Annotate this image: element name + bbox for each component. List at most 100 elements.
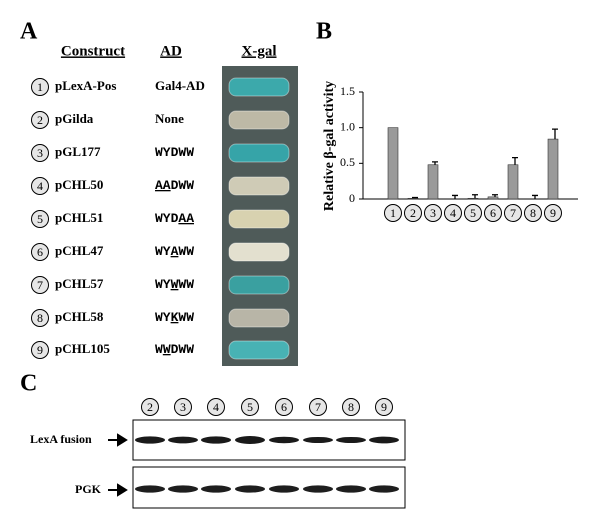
number: 7 [510, 206, 516, 220]
error-bar [532, 194, 538, 199]
ad-text: WYAWW [155, 244, 194, 259]
number: 3 [180, 400, 186, 414]
panel-label: B [316, 19, 332, 45]
number-circle [141, 398, 159, 416]
error-bar [452, 194, 458, 199]
band [135, 485, 165, 493]
xgal-strip [228, 242, 290, 262]
band [303, 436, 333, 444]
error-bar [472, 194, 478, 199]
band [269, 485, 299, 493]
bar [467, 197, 479, 200]
xgal-strip [228, 176, 290, 196]
construct: pGilda [55, 111, 94, 126]
number: 3 [430, 206, 436, 220]
panel-label: A [20, 19, 38, 45]
ad-text: WYDWW [155, 145, 194, 160]
xgal-strip [228, 340, 290, 360]
arrow [108, 433, 128, 447]
row-label: PGK [75, 482, 102, 496]
bar [507, 164, 519, 200]
number-circle [524, 204, 542, 222]
construct: pCHL50 [55, 177, 103, 192]
number: 8 [530, 206, 536, 220]
ad-text: WYKWW [155, 310, 194, 325]
number-circle [404, 204, 422, 222]
xgal-strip [228, 143, 290, 163]
y-axis-title: Relative β-gal activity [322, 81, 337, 211]
ad-text: WWDWW [155, 342, 194, 357]
bar [407, 197, 419, 200]
number: 1 [37, 80, 43, 94]
number: 4 [37, 179, 43, 193]
number: 6 [490, 206, 496, 220]
band [235, 485, 265, 493]
band [235, 436, 265, 444]
number: 9 [381, 400, 387, 414]
bar [547, 138, 559, 200]
number-circle [275, 398, 293, 416]
number-circle [207, 398, 225, 416]
number: 1 [390, 206, 396, 220]
number-circle [484, 204, 502, 222]
construct: pGL177 [55, 144, 101, 159]
header: Construct [61, 43, 125, 59]
construct: pCHL57 [55, 276, 104, 291]
number: 6 [37, 245, 43, 259]
xgal-strip [228, 110, 290, 130]
construct: pCHL47 [55, 243, 104, 258]
number-circle [309, 398, 327, 416]
number-circle [31, 144, 49, 162]
number-circle [31, 177, 49, 195]
panel-label: C [20, 371, 37, 397]
ad-text: WYDAA [155, 211, 194, 226]
xgal-strip [228, 275, 290, 295]
number: 7 [37, 278, 43, 292]
error-bar [492, 194, 498, 197]
construct: pCHL105 [55, 341, 110, 356]
number-circle [31, 243, 49, 261]
number-circle [31, 210, 49, 228]
number-circle [31, 341, 49, 359]
number: 2 [147, 400, 153, 414]
band [135, 436, 165, 444]
y-tick-label: 0 [349, 191, 355, 205]
error-bar [432, 161, 438, 165]
number-circle [544, 204, 562, 222]
band [369, 436, 399, 444]
number-circle [31, 276, 49, 294]
bar [427, 164, 439, 200]
number: 2 [410, 206, 416, 220]
number: 5 [37, 212, 43, 226]
number: 9 [37, 343, 43, 357]
number: 3 [37, 146, 43, 160]
number-circle [241, 398, 259, 416]
band [201, 485, 231, 493]
band [336, 436, 366, 444]
number-circle [31, 78, 49, 96]
number: 9 [550, 206, 556, 220]
number: 5 [247, 400, 253, 414]
ad-text: Gal4-AD [155, 78, 205, 93]
number: 2 [37, 113, 43, 127]
header: X-gal [242, 43, 277, 59]
number: 8 [37, 311, 43, 325]
number-circle [504, 204, 522, 222]
error-bar [412, 196, 418, 199]
number: 4 [450, 206, 456, 220]
band [168, 436, 198, 444]
number: 8 [348, 400, 354, 414]
band [201, 436, 231, 444]
ad-text: AADWW [155, 178, 194, 193]
number-circle [464, 204, 482, 222]
number-circle [31, 309, 49, 327]
y-tick-label: 0.5 [340, 155, 355, 169]
y-tick-label: 1.5 [340, 84, 355, 98]
xgal-strip [228, 77, 290, 97]
number-circle [342, 398, 360, 416]
number: 7 [315, 400, 321, 414]
construct: pCHL58 [55, 309, 104, 324]
band [168, 485, 198, 493]
error-bar [512, 156, 518, 165]
